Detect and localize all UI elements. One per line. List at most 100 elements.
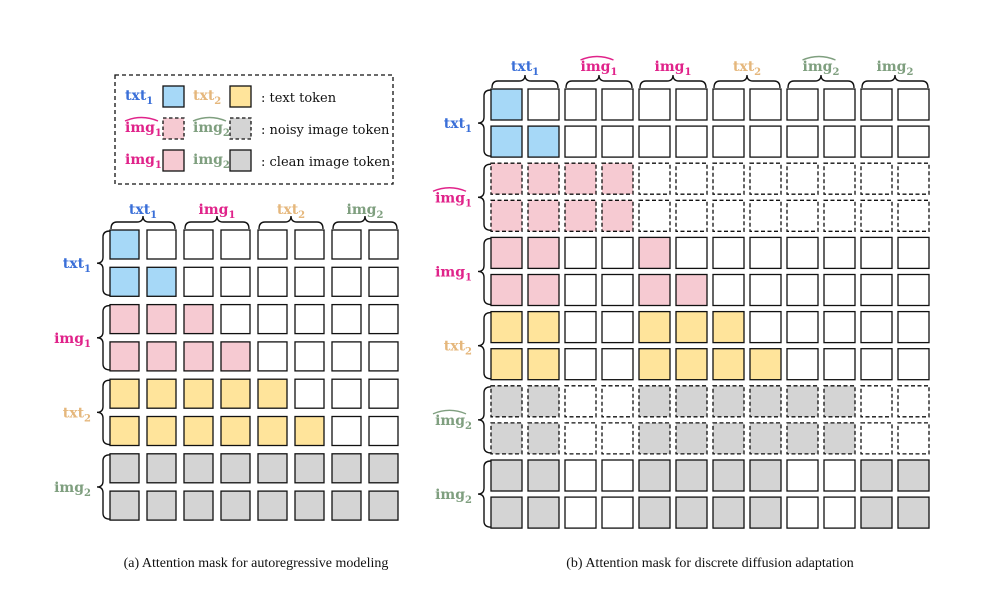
mask-cell-r8-c3 (601, 385, 634, 418)
mask-cell-r7-c0 (490, 348, 523, 381)
mask-cell-r2-c11 (897, 162, 930, 195)
mask-cell-r4-c5 (294, 378, 325, 409)
mask-cell-r1-c1 (146, 266, 177, 297)
mask-cell-r4-c5 (675, 236, 708, 270)
row-label-4: img2 (432, 409, 472, 432)
mask-cell-r6-c9 (823, 310, 856, 344)
column-brace (861, 74, 929, 89)
mask-cell-r5-c2 (564, 273, 597, 307)
mask-cell-r1-c0 (109, 266, 140, 297)
mask-cell-r5-c8 (786, 273, 819, 307)
mask-cell-r2-c8 (786, 162, 819, 195)
mask-cell-r11-c4 (638, 496, 671, 529)
svg-text:img2: img2 (877, 59, 914, 78)
mask-cell-r7-c1 (146, 490, 177, 521)
mask-cell-r4-c9 (823, 236, 856, 270)
column-label-1: img1 (199, 202, 236, 221)
row-brace (477, 460, 492, 528)
mask-cell-r4-c0 (109, 378, 140, 409)
tilde-mark (124, 116, 159, 122)
mask-cell-r6-c0 (109, 453, 140, 484)
legend-text-0: : text token (261, 91, 337, 106)
legend-row-2: img1 img2: clean image token (125, 149, 391, 172)
svg-text:img2: img2 (193, 120, 230, 139)
column-label-2: img1 (655, 59, 692, 78)
mask-cell-r5-c7 (749, 273, 782, 307)
mask-cell-r4-c1 (527, 236, 560, 270)
mask-cell-r2-c4 (638, 162, 671, 195)
mask-cell-r2-c5 (675, 162, 708, 195)
mask-cell-r9-c2 (564, 422, 597, 455)
mask-cell-r10-c1 (527, 459, 560, 492)
row-brace (96, 454, 111, 520)
legend-label-b-0: txt2 (193, 88, 221, 107)
svg-text:img2: img2 (803, 59, 840, 78)
mask-cell-r7-c6 (331, 490, 362, 521)
mask-cell-r7-c9 (823, 348, 856, 381)
mask-cell-r11-c11 (897, 496, 930, 529)
mask-cell-r10-c5 (675, 459, 708, 492)
mask-cell-r5-c7 (368, 415, 399, 447)
mask-cell-r9-c9 (823, 422, 856, 455)
svg-text:txt1: txt1 (63, 256, 91, 275)
mask-cell-r0-c3 (601, 88, 634, 121)
row-brace (477, 163, 492, 231)
mask-cell-r5-c11 (897, 273, 930, 307)
mask-cell-r2-c6 (331, 303, 362, 335)
mask-cell-r1-c3 (601, 125, 634, 158)
mask-cell-r2-c10 (860, 162, 893, 195)
mask-cell-r8-c10 (860, 385, 893, 418)
mask-cell-r6-c4 (638, 310, 671, 344)
mask-cell-r8-c9 (823, 385, 856, 418)
panel-a-autoregressive: txt1 img1 txt2 img2 txt1 img1 txt2 img2 (54, 202, 399, 521)
mask-cell-r2-c1 (527, 162, 560, 195)
panel-b-caption: (b) Attention mask for discrete diffusio… (566, 556, 853, 571)
row-label-0: txt1 (444, 116, 472, 135)
mask-cell-r3-c7 (368, 341, 399, 372)
mask-cell-r3-c0 (109, 341, 140, 372)
mask-cell-r11-c9 (823, 496, 856, 529)
mask-cell-r2-c5 (294, 303, 325, 335)
tilde-mark (432, 187, 467, 192)
mask-cell-r4-c6 (712, 236, 745, 270)
mask-cell-r1-c0 (490, 125, 523, 158)
mask-cell-r4-c7 (749, 236, 782, 270)
mask-cell-r9-c7 (749, 422, 782, 455)
mask-cell-r0-c0 (490, 88, 523, 121)
column-label-3: txt2 (733, 59, 761, 78)
legend-text-1: : noisy image token (261, 123, 390, 138)
mask-cell-r0-c9 (823, 88, 856, 121)
svg-text:img2: img2 (193, 152, 230, 171)
mask-cell-r10-c0 (490, 459, 523, 492)
legend-swatch-b-0 (229, 85, 252, 108)
mask-cell-r10-c2 (564, 459, 597, 492)
row-label-5: img2 (435, 487, 472, 506)
mask-cell-r7-c7 (368, 490, 399, 521)
column-brace (639, 74, 707, 89)
mask-cell-r7-c0 (109, 490, 140, 521)
svg-text:txt1: txt1 (444, 116, 472, 135)
mask-cell-r5-c4 (638, 273, 671, 307)
panel-b-discrete-diffusion: txt1 img1 img1 txt2 img2 img2 txt1 img1 img1 txt2… (432, 55, 930, 529)
mask-cell-r1-c5 (675, 125, 708, 158)
mask-cell-r5-c3 (220, 415, 251, 447)
row-brace (96, 304, 111, 371)
column-label-0: txt1 (511, 59, 539, 78)
mask-cell-r0-c0 (109, 229, 140, 260)
mask-cell-r6-c5 (675, 310, 708, 344)
mask-cell-r3-c5 (294, 341, 325, 372)
mask-cell-r3-c6 (331, 341, 362, 372)
row-brace (96, 230, 111, 296)
mask-cell-r0-c1 (146, 229, 177, 260)
mask-cell-r11-c8 (786, 496, 819, 529)
legend-label-a-1: img1 (124, 116, 162, 139)
mask-cell-r1-c2 (564, 125, 597, 158)
mask-cell-r1-c6 (331, 266, 362, 297)
mask-cell-r3-c1 (527, 199, 560, 232)
mask-cell-r4-c3 (220, 378, 251, 409)
legend-swatch-b-2 (229, 149, 252, 172)
mask-cell-r6-c11 (897, 310, 930, 344)
mask-cell-r8-c6 (712, 385, 745, 418)
mask-cell-r7-c4 (257, 490, 288, 521)
svg-text:img1: img1 (125, 152, 162, 171)
